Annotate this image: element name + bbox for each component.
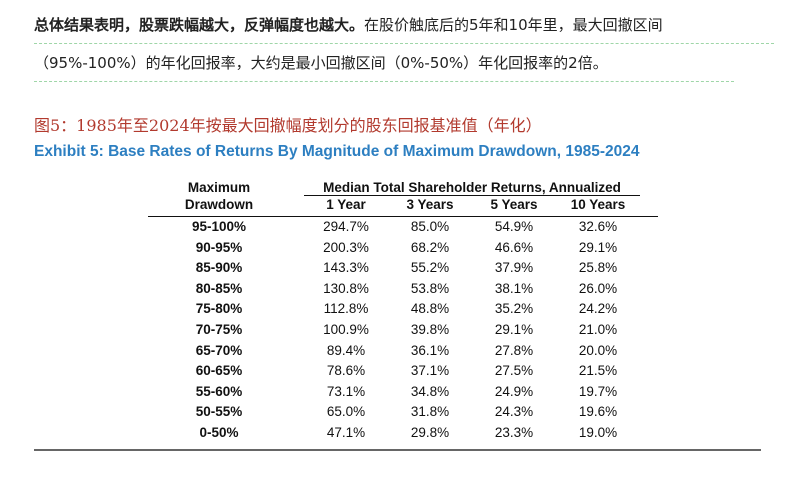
- drawdown-label: 90-95%: [195, 239, 243, 255]
- return-value: 200.3%: [323, 239, 369, 255]
- group-header: Median Total Shareholder Returns, Annual…: [304, 180, 640, 196]
- return-value: 29.1%: [494, 321, 534, 337]
- drawdown-label: 95-100%: [191, 219, 247, 234]
- table-row: 90-95% 200.3% 68.2% 46.6% 29.1%: [148, 238, 658, 259]
- paragraph-bold-lead: 总体结果表明，股票跌幅越大，反弹幅度也越大。: [34, 16, 365, 34]
- table-header-row-2: Drawdown 1 Year 3 Years 5 Years 10 Years: [148, 197, 658, 217]
- return-value: 143.3%: [323, 260, 369, 276]
- return-value: 37.1%: [410, 363, 450, 379]
- return-value: 19.7%: [578, 383, 618, 399]
- paragraph-line-1-text: 在股价触底后的5年和10年里，最大回撤区间: [364, 16, 663, 34]
- column-header: 3 Years: [406, 197, 454, 212]
- drawdown-label: 55-60%: [195, 383, 243, 399]
- drawdown-label: 80-85%: [195, 280, 243, 296]
- return-value: 21.5%: [578, 363, 618, 379]
- figure-title-cn: 图5：1985年至2024年按最大回撤幅度划分的股东回报基准值（年化）: [34, 116, 542, 135]
- return-value: 36.1%: [410, 342, 450, 358]
- return-value: 24.3%: [494, 404, 534, 420]
- return-value: 27.8%: [494, 342, 534, 358]
- return-value: 29.1%: [578, 239, 618, 255]
- return-value: 23.3%: [494, 424, 534, 440]
- table-header-row-1: Maximum Median Total Shareholder Returns…: [148, 180, 658, 197]
- return-value: 68.2%: [410, 239, 450, 255]
- table-row: 65-70% 89.4% 36.1% 27.8% 20.0%: [148, 341, 658, 362]
- row-header-line-1: Maximum: [187, 180, 251, 195]
- return-value: 32.6%: [578, 219, 618, 234]
- return-value: 29.8%: [410, 424, 450, 440]
- return-value: 55.2%: [410, 260, 450, 276]
- return-value: 37.9%: [494, 260, 534, 276]
- return-value: 65.0%: [326, 404, 366, 420]
- return-value: 25.8%: [578, 260, 618, 276]
- drawdown-label: 50-55%: [195, 404, 243, 420]
- return-value: 100.9%: [323, 321, 369, 337]
- drawdown-label: 60-65%: [195, 363, 243, 379]
- table-row: 75-80% 112.8% 48.8% 35.2% 24.2%: [148, 299, 658, 320]
- return-value: 78.6%: [326, 363, 366, 379]
- table-body: 95-100% 294.7% 85.0% 54.9% 32.6% 90-95% 200.3%…: [148, 217, 658, 444]
- return-value: 27.5%: [494, 363, 534, 379]
- paragraph-line-2: （95%-100%）的年化回报率，大约是最小回撤区间（0%-50%）年化回报率的…: [34, 48, 734, 82]
- return-value: 24.9%: [494, 383, 534, 399]
- return-value: 19.6%: [578, 404, 618, 420]
- paragraph-line-1: 总体结果表明，股票跌幅越大，反弹幅度也越大。在股价触底后的5年和10年里，最大回…: [34, 10, 774, 44]
- return-value: 112.8%: [323, 301, 369, 317]
- return-value: 39.8%: [410, 321, 450, 337]
- return-value: 53.8%: [410, 280, 450, 296]
- table-row: 0-50% 47.1% 29.8% 23.3% 19.0%: [148, 423, 658, 444]
- return-value: 20.0%: [578, 342, 618, 358]
- return-value: 24.2%: [578, 301, 618, 317]
- table-row: 55-60% 73.1% 34.8% 24.9% 19.7%: [148, 382, 658, 403]
- table-row: 95-100% 294.7% 85.0% 54.9% 32.6%: [148, 217, 658, 238]
- bottom-divider: [34, 449, 761, 451]
- return-value: 48.8%: [410, 301, 450, 317]
- return-value: 85.0%: [410, 219, 450, 234]
- return-value: 46.6%: [494, 239, 534, 255]
- return-value: 35.2%: [494, 301, 534, 317]
- summary-paragraph: 总体结果表明，股票跌幅越大，反弹幅度也越大。在股价触底后的5年和10年里，最大回…: [34, 10, 774, 82]
- column-header: 10 Years: [570, 197, 626, 212]
- column-header: 1 Year: [326, 197, 366, 212]
- return-value: 31.8%: [410, 404, 450, 420]
- return-value: 38.1%: [494, 280, 534, 296]
- return-value: 21.0%: [578, 321, 618, 337]
- return-value: 54.9%: [494, 219, 534, 234]
- return-value: 34.8%: [410, 383, 450, 399]
- return-value: 89.4%: [326, 342, 366, 358]
- drawdown-label: 65-70%: [195, 342, 243, 358]
- returns-table: Maximum Median Total Shareholder Returns…: [148, 180, 658, 444]
- figure-title-en: Exhibit 5: Base Rates of Returns By Magn…: [34, 143, 640, 160]
- column-header: 5 Years: [490, 197, 538, 212]
- table-row: 60-65% 78.6% 37.1% 27.5% 21.5%: [148, 361, 658, 382]
- drawdown-label: 0-50%: [199, 424, 239, 440]
- drawdown-label: 70-75%: [195, 321, 243, 337]
- return-value: 47.1%: [326, 424, 366, 440]
- table-row: 70-75% 100.9% 39.8% 29.1% 21.0%: [148, 320, 658, 341]
- row-header-line-2: Drawdown: [184, 197, 254, 212]
- return-value: 19.0%: [578, 424, 618, 440]
- drawdown-label: 85-90%: [195, 260, 243, 276]
- table-row: 85-90% 143.3% 55.2% 37.9% 25.8%: [148, 258, 658, 279]
- table-row: 80-85% 130.8% 53.8% 38.1% 26.0%: [148, 279, 658, 300]
- return-value: 73.1%: [326, 383, 366, 399]
- return-value: 130.8%: [323, 280, 369, 296]
- table-row: 50-55% 65.0% 31.8% 24.3% 19.6%: [148, 402, 658, 423]
- return-value: 294.7%: [323, 219, 369, 234]
- drawdown-label: 75-80%: [195, 301, 243, 317]
- return-value: 26.0%: [578, 280, 618, 296]
